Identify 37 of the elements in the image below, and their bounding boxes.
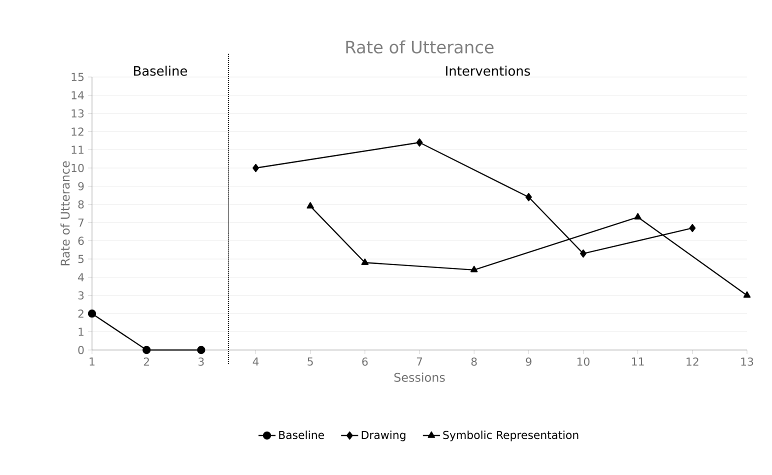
y-tick-label: 6: [78, 236, 84, 245]
y-tick-label: 4: [78, 273, 84, 282]
text: Baseline: [134, 66, 188, 76]
x-tick-label: 2: [144, 358, 149, 366]
x-tick-label: 13: [741, 358, 754, 366]
x-tick-label: 9: [526, 358, 532, 366]
y-tick-label: 2: [78, 310, 84, 318]
y-tick-label: 15: [72, 72, 84, 82]
y-tick-label: 7: [78, 218, 84, 227]
y-axis-title: Rate of Utterance: [60, 161, 70, 266]
y-tick-label: 14: [72, 91, 84, 100]
x-tick-label: 4: [252, 358, 259, 366]
y-tick-label: 9: [78, 182, 84, 190]
x-tick-label: 3: [198, 358, 204, 366]
y-tick-label: 12: [72, 128, 84, 136]
x-tick-label: 5: [308, 358, 313, 366]
legend-label: Baseline: [279, 430, 324, 440]
y-tick-label: 10: [72, 164, 84, 172]
y-tick-label: 5: [78, 254, 84, 264]
x-tick-label: 10: [577, 358, 590, 366]
y-tick-label: 1: [78, 328, 84, 336]
y-tick-label: 13: [72, 109, 84, 118]
y-tick-label: 0: [78, 346, 84, 354]
text: Interventions: [446, 66, 530, 76]
x-tick-label: 11: [632, 358, 644, 366]
legend-label: Drawing: [362, 430, 406, 442]
x-tick-label: 8: [471, 358, 477, 366]
chart-title: Rate of Utterance: [346, 40, 494, 54]
y-tick-label: 11: [72, 146, 84, 154]
x-tick-label: 1: [90, 358, 94, 366]
y-tick-label: 3: [78, 291, 84, 300]
x-tick-label: 7: [416, 358, 422, 366]
x-tick-label: 12: [686, 358, 698, 366]
x-tick-label: 6: [362, 358, 368, 366]
y-tick-label: 8: [78, 200, 84, 209]
x-axis-title: Sessions: [394, 372, 445, 382]
legend-label: Symbolic Representation: [443, 430, 578, 442]
